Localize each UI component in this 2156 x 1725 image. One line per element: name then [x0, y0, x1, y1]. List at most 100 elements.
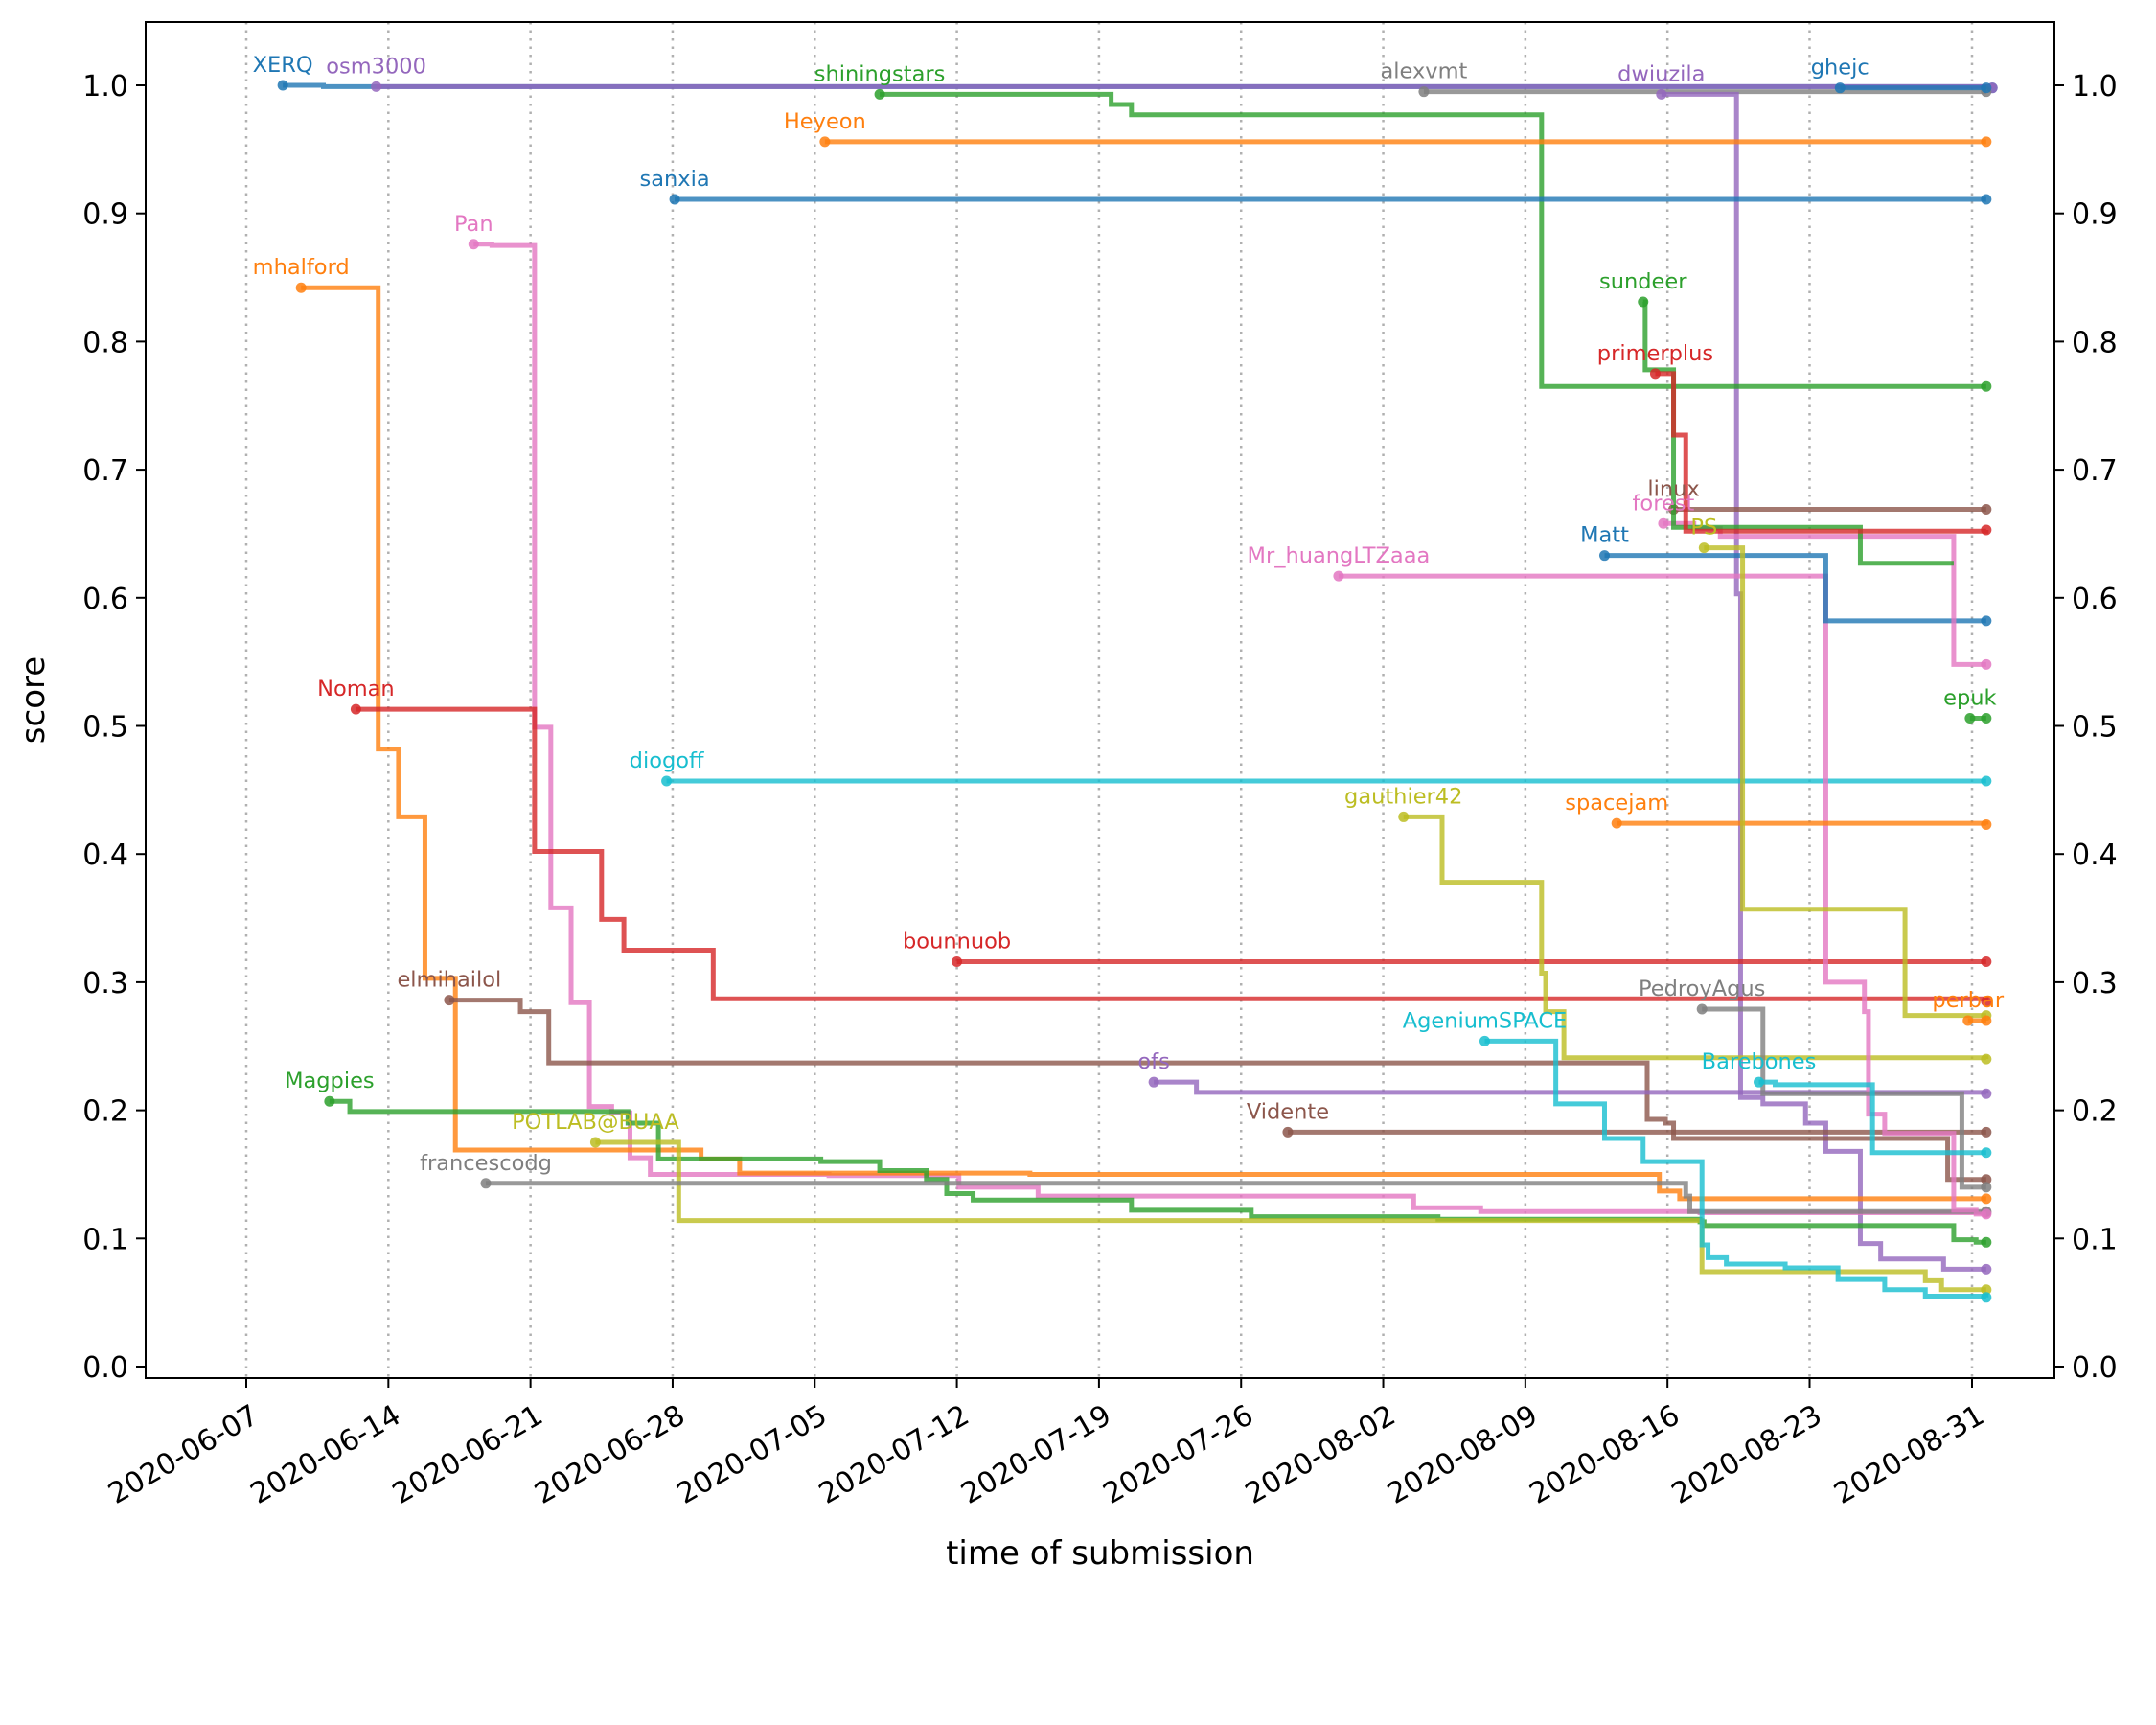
- series-line-pedroyagus: [1702, 1006, 1986, 1190]
- y-tick-label-right: 0.6: [2072, 583, 2118, 616]
- x-tick-label: 2020-06-07: [103, 1398, 264, 1510]
- series-start-marker: [661, 775, 673, 787]
- series-label: dwiuzila: [1617, 61, 1705, 86]
- series-line-mhalford: [301, 285, 1986, 1202]
- x-tick-label: 2020-07-12: [814, 1398, 975, 1510]
- series-labels: XERQ osm3000 alexvmt dwiuzila ghejc shiningst…: [253, 53, 2005, 1176]
- series-label: PedroyAgus: [1639, 977, 1765, 1001]
- series-start-marker: [589, 1137, 601, 1148]
- series-end-marker: [1981, 956, 1992, 968]
- series-start-marker: [1418, 86, 1430, 98]
- series-start-marker: [819, 136, 831, 148]
- series-label: sundeer: [1599, 269, 1687, 294]
- x-tick-label: 2020-08-09: [1382, 1398, 1543, 1510]
- x-tick-label: 2020-07-26: [1098, 1398, 1259, 1510]
- series-start-marker: [277, 80, 288, 91]
- series-line-elmihailol: [448, 998, 1986, 1183]
- series-start-marker: [295, 282, 307, 293]
- series-label: gauthier42: [1344, 784, 1462, 809]
- series-label: linux: [1647, 477, 1699, 502]
- series-end-marker: [1981, 524, 1992, 536]
- y-tick-label-left: 0.2: [82, 1095, 128, 1129]
- series-end-marker: [1981, 1174, 1992, 1185]
- series-label: forest: [1633, 491, 1695, 516]
- x-tick-label: 2020-08-23: [1666, 1398, 1827, 1510]
- y-tick-label-right: 0.0: [2072, 1351, 2118, 1385]
- y-tick-label-right: 1.0: [2072, 70, 2118, 104]
- series-end-marker: [1981, 658, 1992, 670]
- series-label: Magpies: [285, 1069, 375, 1093]
- series-start-marker: [350, 703, 361, 715]
- series-start-marker: [444, 995, 455, 1006]
- series-label: perbar: [1932, 988, 2004, 1013]
- series-line-osm3000: [376, 83, 1995, 89]
- series-end-marker: [1981, 1015, 1992, 1026]
- series-line-dwiuzila: [1661, 91, 1986, 1272]
- series-line-pan: [473, 242, 1986, 1216]
- series-line-barebones: [1758, 1079, 1986, 1156]
- series-label: Heyeon: [784, 109, 866, 134]
- series-label: POTLAB@BUAA: [512, 1110, 679, 1135]
- series-label: elmihailol: [397, 968, 501, 993]
- vertical-gridlines: [244, 22, 1974, 1378]
- x-tick-label: 2020-07-19: [955, 1398, 1116, 1510]
- series-end-marker: [1981, 712, 1992, 724]
- series-end-marker: [1981, 1182, 1992, 1193]
- series-label: ghejc: [1811, 56, 1869, 80]
- series-line-shiningstars: [880, 91, 1986, 389]
- y-tick-label-right: 0.5: [2072, 711, 2118, 745]
- series-start-marker: [1282, 1126, 1294, 1138]
- series-label: Noman: [317, 677, 395, 702]
- series-start-marker: [1962, 1015, 1974, 1026]
- series-end-marker: [1981, 1208, 1992, 1220]
- series-start-marker: [874, 88, 885, 100]
- y-tick-label-right: 0.1: [2072, 1223, 2118, 1256]
- series-label: diogoff: [630, 748, 704, 773]
- series-start-marker: [1148, 1076, 1159, 1088]
- series-line-spacejam: [1617, 820, 1989, 826]
- series-end-marker: [1981, 504, 1992, 516]
- y-tick-label-right: 0.7: [2072, 454, 2118, 488]
- x-tick-label: 2020-06-14: [245, 1398, 406, 1510]
- series-end-marker: [1981, 1236, 1992, 1248]
- y-tick-label-left: 0.5: [82, 711, 128, 745]
- series-start-marker: [1696, 1003, 1708, 1015]
- y-tick-label-left: 0.1: [82, 1223, 128, 1256]
- series-end-marker: [1981, 1284, 1992, 1296]
- series-start-marker: [1964, 712, 1976, 724]
- series-label: Barebones: [1702, 1049, 1817, 1074]
- series-label: XERQ: [253, 53, 313, 78]
- y-axis-left: 0.0 0.1 0.2 0.3 0.4 0.5 0.6 0.7 0.8 0.9 1.0: [82, 70, 146, 1385]
- series-start-marker: [324, 1095, 335, 1107]
- series-label: francescodg: [420, 1151, 552, 1176]
- x-tick-label: 2020-06-21: [387, 1398, 548, 1510]
- series-end-marker: [1981, 136, 1992, 148]
- y-tick-label-left: 0.3: [82, 967, 128, 1000]
- series-lines: [277, 80, 1998, 1303]
- series-start-marker: [1638, 296, 1649, 308]
- series-end-marker: [1981, 1053, 1992, 1065]
- series-start-marker: [1479, 1035, 1490, 1046]
- series-label: AgeniumSPACE: [1403, 1008, 1568, 1033]
- series-line-gauthier42: [1403, 814, 1989, 1061]
- series-label: Matt: [1580, 523, 1629, 548]
- series-start-marker: [1754, 1076, 1765, 1088]
- x-tick-label: 2020-08-16: [1524, 1398, 1685, 1510]
- series-end-marker: [1981, 1292, 1992, 1303]
- series-start-marker: [1698, 542, 1709, 554]
- series-end-marker: [1981, 82, 1992, 94]
- x-tick-label: 2020-08-02: [1240, 1398, 1401, 1510]
- series-label: Mr_huangLTZaaa: [1248, 543, 1431, 568]
- y-tick-label-right: 0.4: [2072, 839, 2118, 872]
- y-axis-title: score: [14, 656, 53, 744]
- y-tick-label-left: 0.0: [82, 1351, 128, 1385]
- series-line-ageniumspace: [1484, 1038, 1989, 1299]
- series-label: primerplus: [1597, 341, 1713, 366]
- series-line-francescodg: [486, 1181, 1986, 1214]
- plot-frame: [145, 21, 2055, 1379]
- series-start-marker: [1611, 817, 1622, 829]
- series-start-marker: [468, 239, 479, 250]
- series-start-marker: [952, 956, 963, 968]
- series-start-marker: [371, 80, 382, 92]
